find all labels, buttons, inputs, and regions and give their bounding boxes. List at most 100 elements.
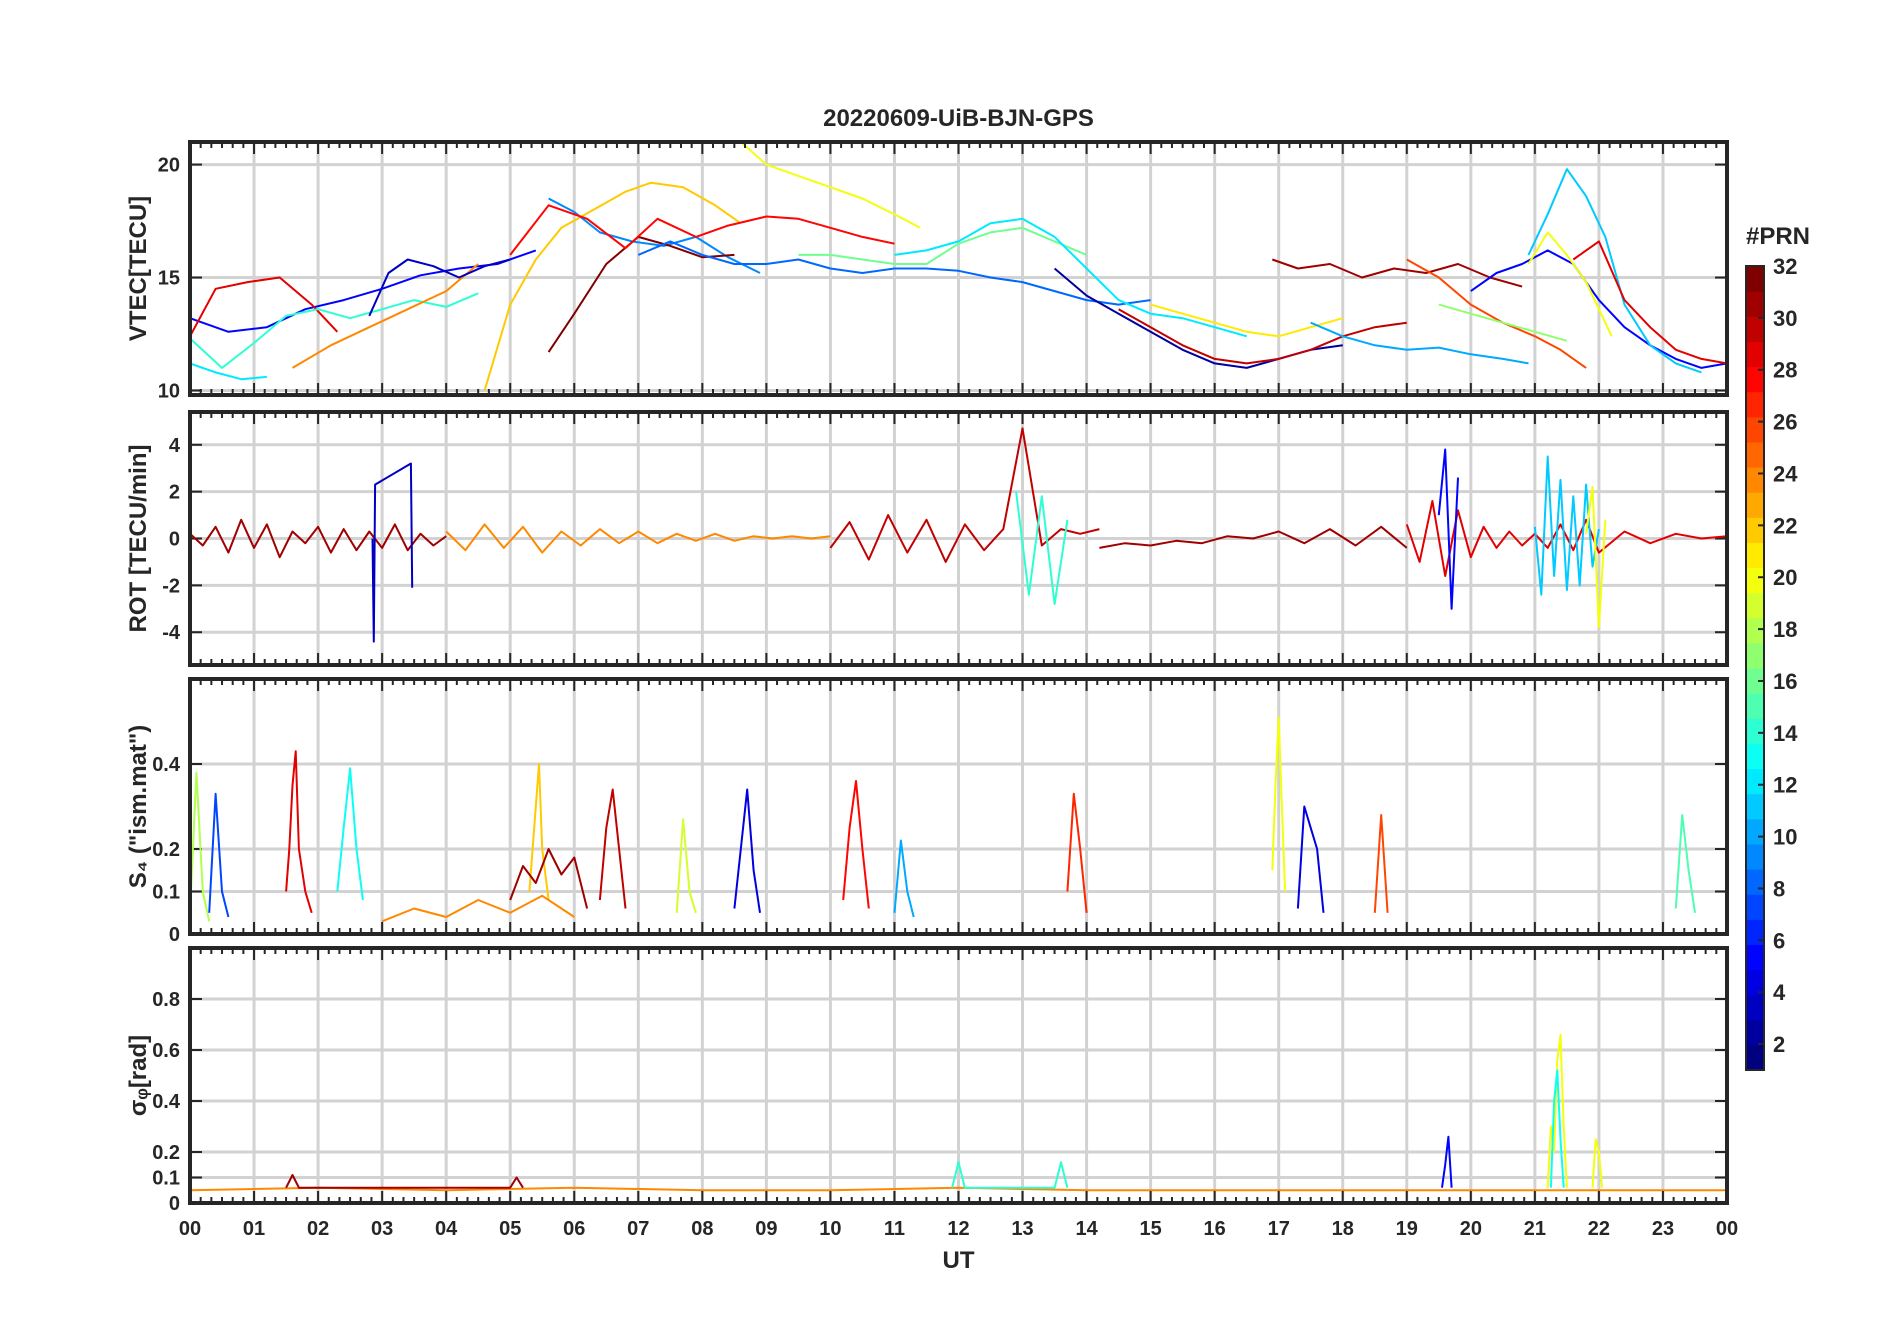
series-line-prn-28	[509, 204, 895, 256]
series-line-prn-20	[1585, 486, 1607, 629]
series-line-prn-24	[381, 894, 575, 923]
y-axis-label: ROT [TECU/min]	[125, 445, 152, 633]
series-line-prn-5	[190, 249, 537, 333]
x-tick-label: 07	[627, 1218, 649, 1240]
series-line-prn-17	[1438, 303, 1568, 342]
panel-frame	[188, 946, 1729, 1205]
panel-frame	[188, 410, 1729, 667]
colorbar-band	[1746, 743, 1764, 770]
x-tick-label: 12	[947, 1218, 969, 1240]
colorbar-band	[1746, 416, 1764, 443]
y-tick-label: -2	[162, 575, 180, 597]
series-line-prn-14	[190, 292, 479, 369]
x-tick-label: 21	[1524, 1218, 1546, 1240]
x-tick-label: 03	[371, 1218, 393, 1240]
colorbar-tick-label: 10	[1773, 825, 1797, 850]
colorbar-band	[1746, 818, 1764, 845]
x-tick-label: 06	[563, 1218, 585, 1240]
panel-2: -4 -2 0 2 4 ROT [TECU/min]	[125, 410, 1729, 667]
y-tick-label: 0	[169, 1193, 180, 1215]
x-tick-label: 18	[1332, 1218, 1354, 1240]
colorbar-tick-label: 20	[1773, 565, 1797, 590]
x-tick-label: 17	[1268, 1218, 1290, 1240]
colorbar-tick-label: 18	[1773, 617, 1797, 642]
colorbar-band	[1746, 944, 1764, 971]
colorbar-band	[1746, 517, 1764, 543]
y-tick-label: 0.1	[152, 882, 180, 904]
colorbar-band	[1746, 718, 1764, 744]
y-axis-label: σᵩ[rad]	[125, 1035, 152, 1116]
y-axis-label: VTEC[TECU]	[125, 196, 152, 341]
series-line-prn-24	[291, 263, 479, 369]
colorbar-band	[1746, 341, 1764, 368]
series-line-prn-30	[1118, 308, 1407, 365]
colorbar-title: #PRN	[1746, 223, 1810, 250]
colorbar-frame	[1745, 265, 1765, 1071]
y-tick-label: 0.2	[152, 1142, 180, 1164]
colorbar-tick-label: 2	[1773, 1032, 1785, 1057]
colorbar-band	[1746, 642, 1764, 669]
series-group	[190, 716, 1696, 923]
x-tick-label: 11	[884, 1218, 905, 1240]
series-line-prn-22	[528, 763, 550, 901]
series-line-prn-8	[637, 240, 1151, 306]
colorbar-band	[1746, 869, 1764, 895]
colorbar-tick-label: 32	[1773, 254, 1797, 279]
colorbar-band	[1746, 391, 1764, 418]
colorbar-band	[1746, 592, 1764, 619]
colorbar-band	[1746, 668, 1764, 694]
colorbar-band	[1746, 768, 1764, 795]
x-tick-label: 16	[1204, 1218, 1226, 1240]
colorbar-band	[1746, 617, 1764, 644]
colorbar-band	[1746, 969, 1764, 996]
x-tick-label: 19	[1396, 1218, 1418, 1240]
colorbar-tick-label: 14	[1773, 721, 1798, 746]
series-line-prn-31	[285, 1174, 524, 1189]
colorbar-band	[1746, 843, 1764, 870]
series-line-prn-3	[368, 258, 511, 317]
y-tick-label: 0.2	[152, 839, 180, 861]
colorbar-band	[1746, 291, 1764, 317]
series-line-prn-31	[190, 518, 447, 559]
series-line-prn-3	[371, 462, 414, 643]
series-line-prn-28	[842, 780, 870, 909]
x-tick-label: 00	[179, 1218, 201, 1240]
series-line-prn-4	[1296, 805, 1325, 913]
colorbar-tick-label: 6	[1773, 928, 1785, 953]
series-line-prn-21	[1150, 303, 1344, 338]
y-tick-label: -4	[162, 622, 181, 644]
x-tick-label: 09	[755, 1218, 777, 1240]
series-line-prn-29	[1572, 240, 1727, 365]
x-tick-label: 23	[1652, 1218, 1674, 1240]
series-line-prn-11	[1533, 455, 1600, 596]
colorbar-band	[1746, 492, 1764, 518]
colorbar-tick-label: 30	[1773, 306, 1797, 331]
y-tick-label: 0.6	[152, 1040, 180, 1062]
series-line-prn-30	[598, 788, 627, 909]
colorbar-band	[1746, 1019, 1764, 1046]
series-line-prn-26	[1406, 258, 1587, 369]
series-group	[190, 427, 1727, 643]
y-tick-label: 0	[169, 529, 180, 551]
series-line-prn-31	[1099, 525, 1408, 549]
colorbar-band	[1746, 266, 1764, 292]
series-line-prn-12	[894, 217, 1247, 338]
series-line-prn-20	[1527, 231, 1613, 337]
series-line-prn-30	[829, 427, 1100, 563]
colorbar-band	[1746, 919, 1764, 945]
series-line-prn-5	[1470, 249, 1727, 369]
series-line-prn-27	[1066, 792, 1088, 913]
x-tick-label: 14	[1075, 1218, 1098, 1240]
series-line-prn-29	[285, 750, 313, 914]
series-line-prn-18	[190, 771, 211, 922]
series-line-prn-13	[1549, 1069, 1565, 1188]
series-group	[190, 1033, 1727, 1192]
colorbar-band	[1746, 467, 1764, 493]
x-tick-label: 08	[691, 1218, 713, 1240]
y-tick-label: 0.4	[152, 1091, 181, 1113]
colorbar-band	[1746, 316, 1764, 342]
colorbar-tick-label: 28	[1773, 358, 1797, 383]
series-line-prn-7	[208, 792, 230, 918]
y-tick-label: 2	[169, 482, 180, 504]
